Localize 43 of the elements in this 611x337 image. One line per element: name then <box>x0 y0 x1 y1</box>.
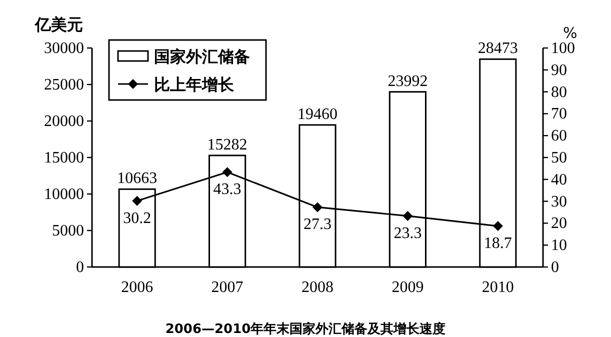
y-axis-title: 亿美元 <box>34 15 83 34</box>
y-tick-label: 15000 <box>44 150 84 166</box>
y2-tick-label: 20 <box>551 215 567 232</box>
data-label: 30.2 <box>123 210 152 227</box>
y2-tick-label: 50 <box>551 150 567 166</box>
data-label: 27.3 <box>304 216 332 234</box>
y2-tick-label: 80 <box>551 84 567 101</box>
legend-label: 国家外汇储备 <box>154 47 250 66</box>
data-label: 23992 <box>388 72 428 90</box>
x-tick-label: 2009 <box>392 279 424 296</box>
y2-tick-label: 0 <box>551 259 559 276</box>
y2-tick-label: 10 <box>551 237 567 254</box>
y2-tick-label: 60 <box>551 128 567 145</box>
y2-tick-label: 100 <box>551 40 575 57</box>
x-tick-label: 2007 <box>211 279 244 296</box>
y2-tick-label: 30 <box>551 193 567 210</box>
y2-tick-label: 70 <box>551 106 567 123</box>
data-label: 10663 <box>117 170 158 188</box>
y2-tick-label: 40 <box>551 171 567 188</box>
data-label: 15282 <box>207 136 248 154</box>
y-tick-label: 0 <box>76 259 84 276</box>
point <box>132 196 142 206</box>
data-label: 18.7 <box>484 235 512 252</box>
data-label: 23.3 <box>394 224 422 242</box>
data-label: 43.3 <box>213 181 242 198</box>
point <box>312 202 322 212</box>
point <box>222 167 232 178</box>
y2-tick-label: 90 <box>551 62 567 79</box>
y-tick-label: 30000 <box>44 40 84 57</box>
data-label: 28473 <box>478 40 518 58</box>
point <box>402 210 413 221</box>
y-tick-label: 25000 <box>44 76 84 94</box>
legend-label: 比上年增长 <box>154 75 235 94</box>
y-tick-label: 10000 <box>44 186 84 203</box>
x-tick-label: 2008 <box>302 279 334 296</box>
y-tick-label: 20000 <box>44 113 84 130</box>
y-tick-label: 5000 <box>52 222 84 240</box>
data-label: 19460 <box>298 106 338 123</box>
point <box>492 221 503 232</box>
text: 2006—2010年年末国家外汇储备及其增长速度 <box>165 321 446 337</box>
x-tick-label: 2006 <box>121 279 154 296</box>
x-tick-label: 2010 <box>482 279 514 296</box>
y2-axis-title: % <box>563 24 578 42</box>
